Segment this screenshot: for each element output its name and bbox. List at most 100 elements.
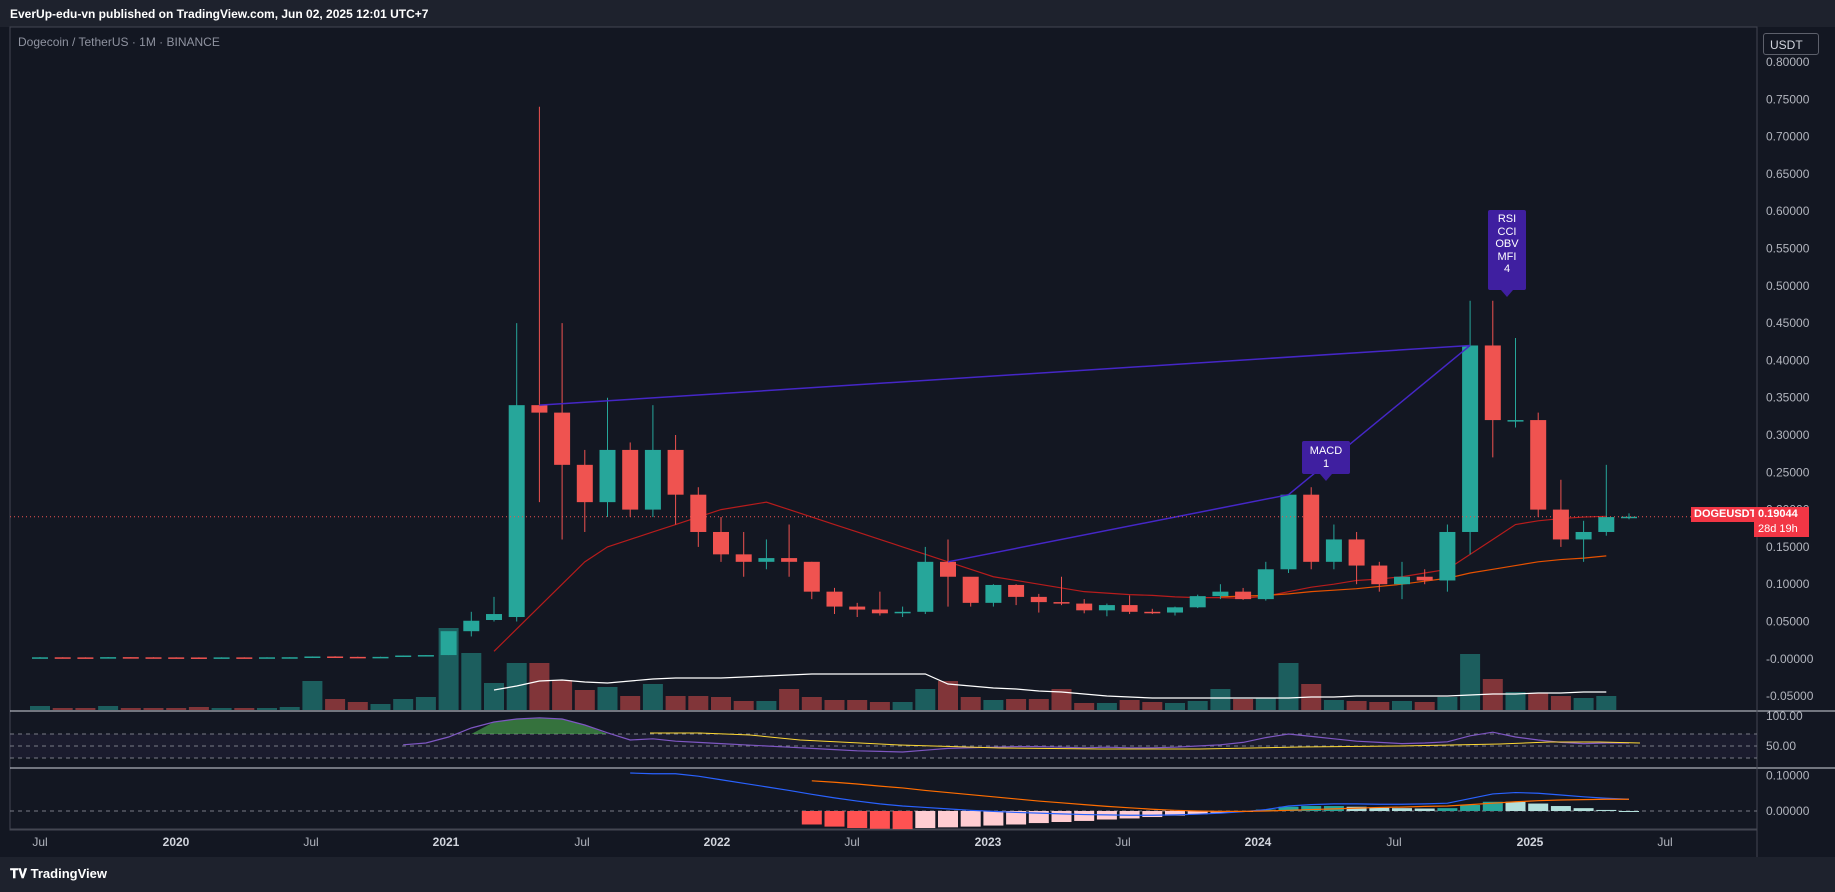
volume-bar xyxy=(869,702,890,710)
candle-body xyxy=(554,412,571,465)
macd-histogram-bar xyxy=(1596,809,1617,811)
candle-body xyxy=(1507,420,1524,422)
candle-body xyxy=(667,449,684,495)
candle xyxy=(259,657,275,659)
candle xyxy=(1076,599,1093,614)
candle xyxy=(417,654,434,657)
candle-body xyxy=(735,554,752,562)
candle xyxy=(1257,561,1274,601)
candle xyxy=(940,539,956,607)
marker-line: RSI xyxy=(1497,213,1517,225)
footer-bar: 𝐓𝐕 TradingView xyxy=(0,857,1835,892)
volume-bar xyxy=(166,708,187,710)
price-tick-label: 0.70000 xyxy=(1766,130,1810,144)
candle-body xyxy=(803,561,820,592)
volume-bar xyxy=(779,689,800,710)
volume-bar xyxy=(370,704,391,710)
candle-body xyxy=(213,657,230,659)
volume-bar xyxy=(1596,696,1617,710)
candle xyxy=(145,657,162,659)
volume-bar xyxy=(892,702,913,710)
volume-bar xyxy=(461,653,482,710)
candle xyxy=(32,657,48,659)
macd-histogram-bar xyxy=(824,811,845,827)
volume-bar xyxy=(143,708,164,710)
volume-bar xyxy=(1210,689,1231,710)
marker-line: CCI xyxy=(1497,225,1517,238)
volume-bar xyxy=(1392,701,1412,710)
marker-line: 1 xyxy=(1322,457,1330,470)
volume-bar xyxy=(552,680,573,710)
countdown-label: 28d 19h xyxy=(1754,522,1809,537)
candle-body xyxy=(1030,596,1047,603)
marker-line: OBV xyxy=(1495,238,1519,250)
currency-button[interactable]: USDT xyxy=(1763,33,1819,55)
candle-body xyxy=(486,614,502,621)
candle-body xyxy=(327,656,344,658)
candle xyxy=(1008,584,1025,606)
volume-bar xyxy=(1346,701,1367,710)
macd-line xyxy=(630,772,1630,816)
candle-body xyxy=(77,657,94,659)
price-tick-label: 0.30000 xyxy=(1766,428,1810,442)
candle xyxy=(349,656,366,659)
time-tick-label: 2024 xyxy=(1245,835,1272,849)
volume-bar xyxy=(960,697,981,710)
macd-histogram-bar xyxy=(1573,808,1594,811)
volume-ma-line xyxy=(493,673,1607,699)
macd-histogram-bar xyxy=(1505,801,1526,811)
candle-body xyxy=(190,657,207,659)
volume-bar xyxy=(1119,700,1140,710)
candle-body xyxy=(440,631,457,656)
candle-body xyxy=(122,657,139,659)
ticker-label: DOGEUSDT xyxy=(1691,507,1756,522)
candle xyxy=(122,657,139,659)
candle xyxy=(826,587,843,615)
volume-bar xyxy=(188,707,209,710)
volume-bar xyxy=(393,699,414,710)
macd-histogram-bar xyxy=(1619,811,1639,812)
candle xyxy=(463,611,480,637)
tradingview-logo[interactable]: 𝐓𝐕 TradingView xyxy=(10,866,107,882)
candle-body xyxy=(622,449,639,510)
candle xyxy=(1371,561,1388,592)
volume-bar xyxy=(1165,703,1185,710)
candle xyxy=(168,657,185,659)
volume-bar xyxy=(1028,699,1049,710)
candle-body xyxy=(917,561,934,612)
time-tick-label: 2025 xyxy=(1517,835,1544,849)
price-tick-label: 0.55000 xyxy=(1766,242,1810,256)
candle-body xyxy=(1076,603,1093,611)
volume-bar xyxy=(688,696,709,710)
macd-tick-label: 0.00000 xyxy=(1766,804,1810,818)
price-tick-label: 0.65000 xyxy=(1766,167,1810,181)
volume-bar xyxy=(824,700,845,710)
candle xyxy=(871,591,888,616)
price-tick-label: 0.60000 xyxy=(1766,204,1810,218)
price-tick-label: 0.25000 xyxy=(1766,465,1810,479)
candle-body xyxy=(395,655,412,658)
divergence-line xyxy=(947,493,1289,563)
candle-body xyxy=(1121,605,1138,612)
candle-body xyxy=(259,657,275,659)
candle xyxy=(1484,300,1501,458)
candle xyxy=(894,606,911,618)
candle-body xyxy=(236,657,253,659)
volume-bar xyxy=(279,707,300,710)
candle-body xyxy=(644,449,661,510)
candle xyxy=(1121,595,1138,615)
candle-body xyxy=(1303,494,1320,562)
marker-line: MACD xyxy=(1309,445,1343,457)
macd-histogram-bar xyxy=(1369,807,1390,811)
macd-histogram-bar xyxy=(1051,811,1072,823)
candle-body xyxy=(1394,576,1410,585)
macd-histogram-bar xyxy=(960,811,981,827)
candle-body xyxy=(1212,591,1229,597)
volume-bar xyxy=(1505,692,1526,710)
time-tick-label: Jul xyxy=(1657,835,1672,849)
macd-histogram-bar xyxy=(1550,806,1571,811)
time-axis: Jul 2020 Jul 2021 Jul 2022 Jul 2023 Jul 2024 Jul 20… xyxy=(32,835,1672,849)
price-tick-label: 0.05000 xyxy=(1766,615,1810,629)
candle xyxy=(395,655,412,658)
